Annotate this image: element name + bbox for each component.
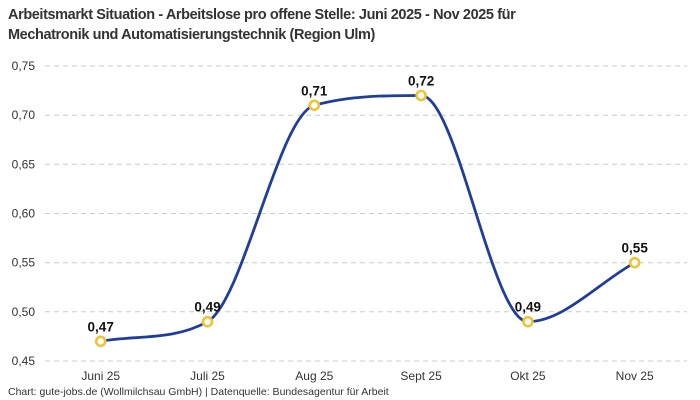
y-tick-label: 0,70: [12, 108, 36, 122]
y-tick-label: 0,60: [12, 207, 36, 221]
y-tick-label: 0,50: [12, 305, 36, 319]
data-point-label: 0,72: [408, 74, 434, 89]
x-tick-label: Okt 25: [510, 369, 546, 383]
data-point-label: 0,47: [88, 319, 114, 334]
x-tick-label: Aug 25: [295, 369, 333, 383]
y-tick-label: 0,55: [12, 256, 36, 270]
data-point-marker: [628, 256, 641, 269]
chart-title-line1: Arbeitsmarkt Situation - Arbeitslose pro…: [8, 7, 516, 23]
data-point-marker: [415, 89, 427, 102]
x-tick-label: Juli 25: [190, 369, 225, 383]
data-point-marker: [94, 335, 107, 348]
y-tick-label: 0,65: [12, 157, 36, 171]
series-line: [99, 94, 637, 343]
data-point-label: 0,49: [515, 300, 541, 315]
data-point-label: 0,55: [622, 241, 649, 256]
chart-title-line2: Mechatronik und Automatisierungstechnik …: [8, 27, 375, 43]
data-point-marker: [522, 315, 534, 328]
chart-title: Arbeitsmarkt Situation - Arbeitslose pro…: [8, 5, 694, 45]
x-tick-label: Juni 25: [81, 369, 120, 383]
y-tick-label: 0,75: [12, 59, 36, 73]
data-point-label: 0,71: [301, 83, 328, 98]
x-tick-label: Sept 25: [400, 369, 442, 383]
x-tick-label: Nov 25: [616, 369, 654, 383]
data-point-marker: [201, 315, 214, 328]
data-point-label: 0,49: [194, 300, 220, 315]
y-tick-label: 0,45: [12, 354, 36, 368]
chart-attribution: Chart: gute-jobs.de (Wollmilchsau GmbH) …: [8, 386, 389, 398]
data-point-marker: [308, 99, 321, 112]
